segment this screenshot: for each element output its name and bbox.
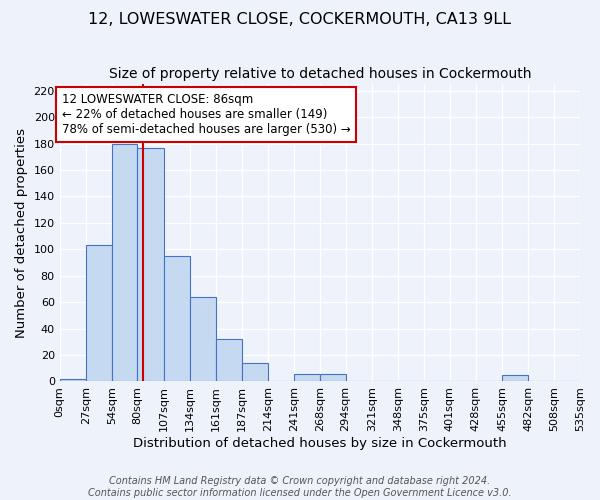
Bar <box>59 379 86 382</box>
Y-axis label: Number of detached properties: Number of detached properties <box>15 128 28 338</box>
Text: Contains HM Land Registry data © Crown copyright and database right 2024.
Contai: Contains HM Land Registry data © Crown c… <box>88 476 512 498</box>
Bar <box>112 144 137 382</box>
Bar <box>86 246 112 382</box>
Text: 12 LOWESWATER CLOSE: 86sqm
← 22% of detached houses are smaller (149)
78% of sem: 12 LOWESWATER CLOSE: 86sqm ← 22% of deta… <box>62 94 350 136</box>
Bar <box>320 374 346 382</box>
Text: 12, LOWESWATER CLOSE, COCKERMOUTH, CA13 9LL: 12, LOWESWATER CLOSE, COCKERMOUTH, CA13 … <box>89 12 511 28</box>
Bar <box>216 339 242 382</box>
Title: Size of property relative to detached houses in Cockermouth: Size of property relative to detached ho… <box>109 68 531 82</box>
Bar <box>190 297 216 382</box>
Bar <box>164 256 190 382</box>
Bar <box>242 363 268 382</box>
Bar <box>502 375 529 382</box>
X-axis label: Distribution of detached houses by size in Cockermouth: Distribution of detached houses by size … <box>133 437 506 450</box>
Bar <box>294 374 320 382</box>
Bar <box>137 148 164 382</box>
